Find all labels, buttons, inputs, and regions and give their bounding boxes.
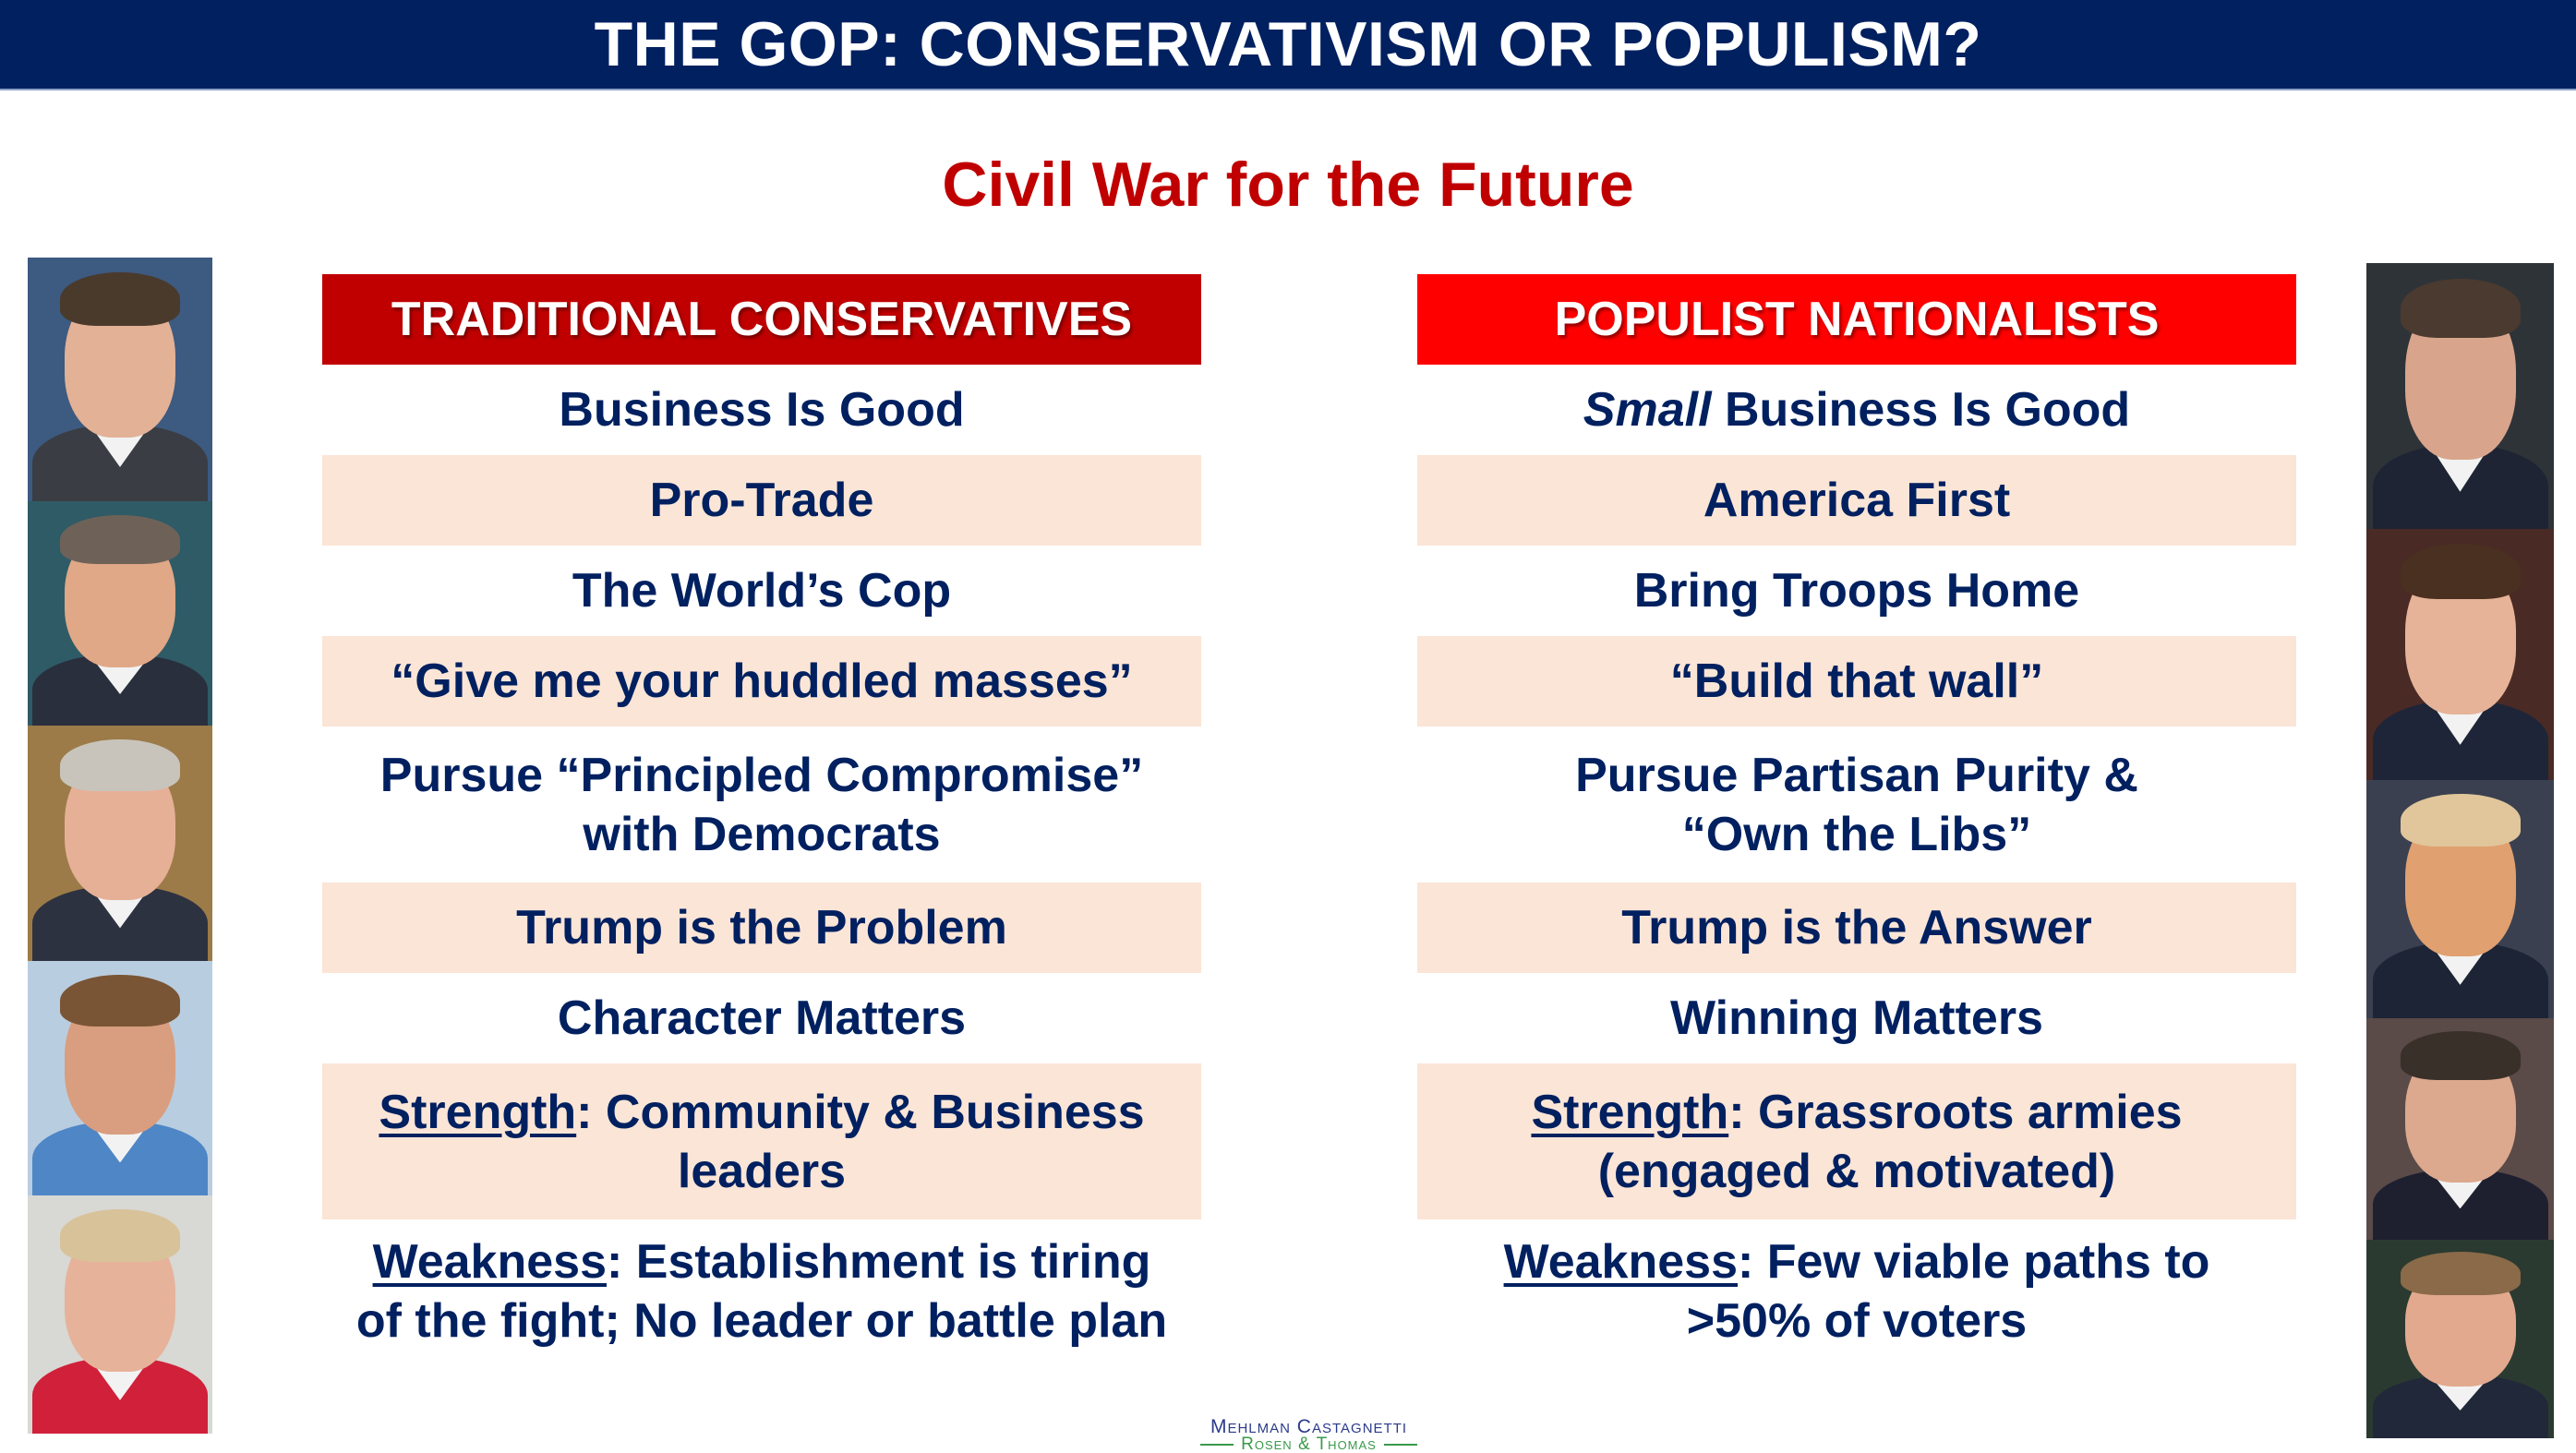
row-text: Winning Matters	[1670, 991, 2043, 1045]
portrait-6	[2366, 263, 2554, 529]
footer-logo: Mehlman Castagnetti Rosen & Thomas	[1200, 1416, 1417, 1453]
row-text: “Build that wall”	[1669, 654, 2044, 708]
row-text-line1: Pursue “Principled Compromise”	[379, 748, 1144, 802]
row-text: “Give me your huddled masses”	[391, 654, 1133, 708]
row-text: America First	[1703, 474, 2011, 527]
strength-row: Strength: Community & Business leaders	[322, 1063, 1201, 1219]
table-row: Winning Matters	[1417, 973, 2296, 1063]
table-row: Pro-Trade	[322, 455, 1201, 546]
row-text-line2: “Own the Libs”	[1681, 807, 2032, 861]
row-text: Bring Troops Home	[1633, 564, 2080, 618]
table-row: Business Is Good	[322, 365, 1201, 455]
row-text-line2: with Democrats	[583, 807, 941, 861]
portrait-4	[28, 961, 212, 1195]
weakness-row: Weakness: Few viable paths to >50% of vo…	[1417, 1219, 2296, 1378]
row-text-italic: Small	[1583, 383, 1712, 437]
strength-row: Strength: Grassroots armies (engaged & m…	[1417, 1063, 2296, 1219]
strength-text: : Grassroots armies	[1728, 1085, 2183, 1139]
portrait-hair	[2400, 794, 2521, 847]
portrait-5	[28, 1195, 212, 1434]
table-row: Pursue “Principled Compromise” with Demo…	[322, 726, 1201, 883]
row-text: Trump is the Problem	[516, 901, 1007, 955]
column-header-populist-nationalists: POPULIST NATIONALISTS	[1417, 274, 2296, 365]
portrait-hair	[60, 271, 180, 326]
weakness-text: : Few viable paths to	[1738, 1235, 2210, 1289]
portrait-9	[2366, 1018, 2554, 1240]
logo-line2-wrap: Rosen & Thomas	[1200, 1435, 1417, 1453]
logo-line2: Rosen & Thomas	[1241, 1435, 1377, 1453]
strength-label: Strength	[379, 1085, 577, 1139]
table-row: Pursue Partisan Purity & “Own the Libs”	[1417, 726, 2296, 883]
table-row: “Give me your huddled masses”	[322, 636, 1201, 726]
right-photo-strip	[2366, 263, 2554, 1438]
traditional-conservatives-column: TRADITIONAL CONSERVATIVES Business Is Go…	[322, 274, 1201, 1378]
portrait-hair	[60, 739, 180, 792]
portrait-hair	[60, 1209, 180, 1263]
strength-text: : Community & Business	[576, 1085, 1145, 1139]
row-text-line1: Pursue Partisan Purity &	[1575, 748, 2138, 802]
table-row: Character Matters	[322, 973, 1201, 1063]
table-row: Trump is the Answer	[1417, 883, 2296, 973]
logo-line1: Mehlman Castagnetti	[1210, 1416, 1408, 1437]
weakness-row: Weakness: Establishment is tiring of the…	[322, 1219, 1201, 1378]
table-row: America First	[1417, 455, 2296, 546]
weakness-label: Weakness	[1503, 1235, 1738, 1289]
logo-rule-left	[1200, 1444, 1234, 1446]
title-bar: THE GOP: CONSERVATIVISM OR POPULISM?	[0, 0, 2576, 90]
portrait-hair	[60, 975, 180, 1027]
portrait-2	[28, 501, 212, 726]
portrait-hair	[2400, 1251, 2521, 1296]
weakness-text-line2: >50% of voters	[1686, 1294, 2028, 1348]
portrait-3	[28, 726, 212, 961]
table-row: Small Business Is Good	[1417, 365, 2296, 455]
row-text: Business Is Good	[559, 383, 965, 437]
portrait-8	[2366, 780, 2554, 1018]
portrait-hair	[2400, 279, 2521, 338]
portrait-hair	[60, 514, 180, 565]
portrait-1	[28, 258, 212, 501]
populist-nationalists-column: POPULIST NATIONALISTS Small Business Is …	[1417, 274, 2296, 1378]
row-text: Trump is the Answer	[1621, 901, 2092, 955]
strength-label: Strength	[1531, 1085, 1729, 1139]
table-row: Trump is the Problem	[322, 883, 1201, 973]
portrait-10	[2366, 1240, 2554, 1438]
portrait-hair	[2400, 1031, 2521, 1081]
column-header-traditional-conservatives: TRADITIONAL CONSERVATIVES	[322, 274, 1201, 365]
table-row: The World’s Cop	[322, 546, 1201, 636]
slide-title: THE GOP: CONSERVATIVISM OR POPULISM?	[594, 9, 1982, 79]
table-row: “Build that wall”	[1417, 636, 2296, 726]
table-row: Bring Troops Home	[1417, 546, 2296, 636]
row-text: Pro-Trade	[649, 474, 874, 527]
row-text: The World’s Cop	[572, 564, 952, 618]
weakness-label: Weakness	[372, 1235, 607, 1289]
weakness-text: : Establishment is tiring	[607, 1235, 1151, 1289]
left-photo-strip	[28, 258, 212, 1434]
strength-text-line2: leaders	[677, 1144, 847, 1198]
row-text: Character Matters	[557, 991, 967, 1045]
weakness-text-line2: of the fight; No leader or battle plan	[355, 1294, 1168, 1348]
logo-rule-right	[1383, 1444, 1417, 1446]
portrait-7	[2366, 529, 2554, 780]
strength-text-line2: (engaged & motivated)	[1597, 1144, 2116, 1198]
portrait-hair	[2400, 544, 2521, 600]
row-text: Business Is Good	[1711, 383, 2131, 437]
slide-subtitle: Civil War for the Future	[942, 150, 1634, 220]
